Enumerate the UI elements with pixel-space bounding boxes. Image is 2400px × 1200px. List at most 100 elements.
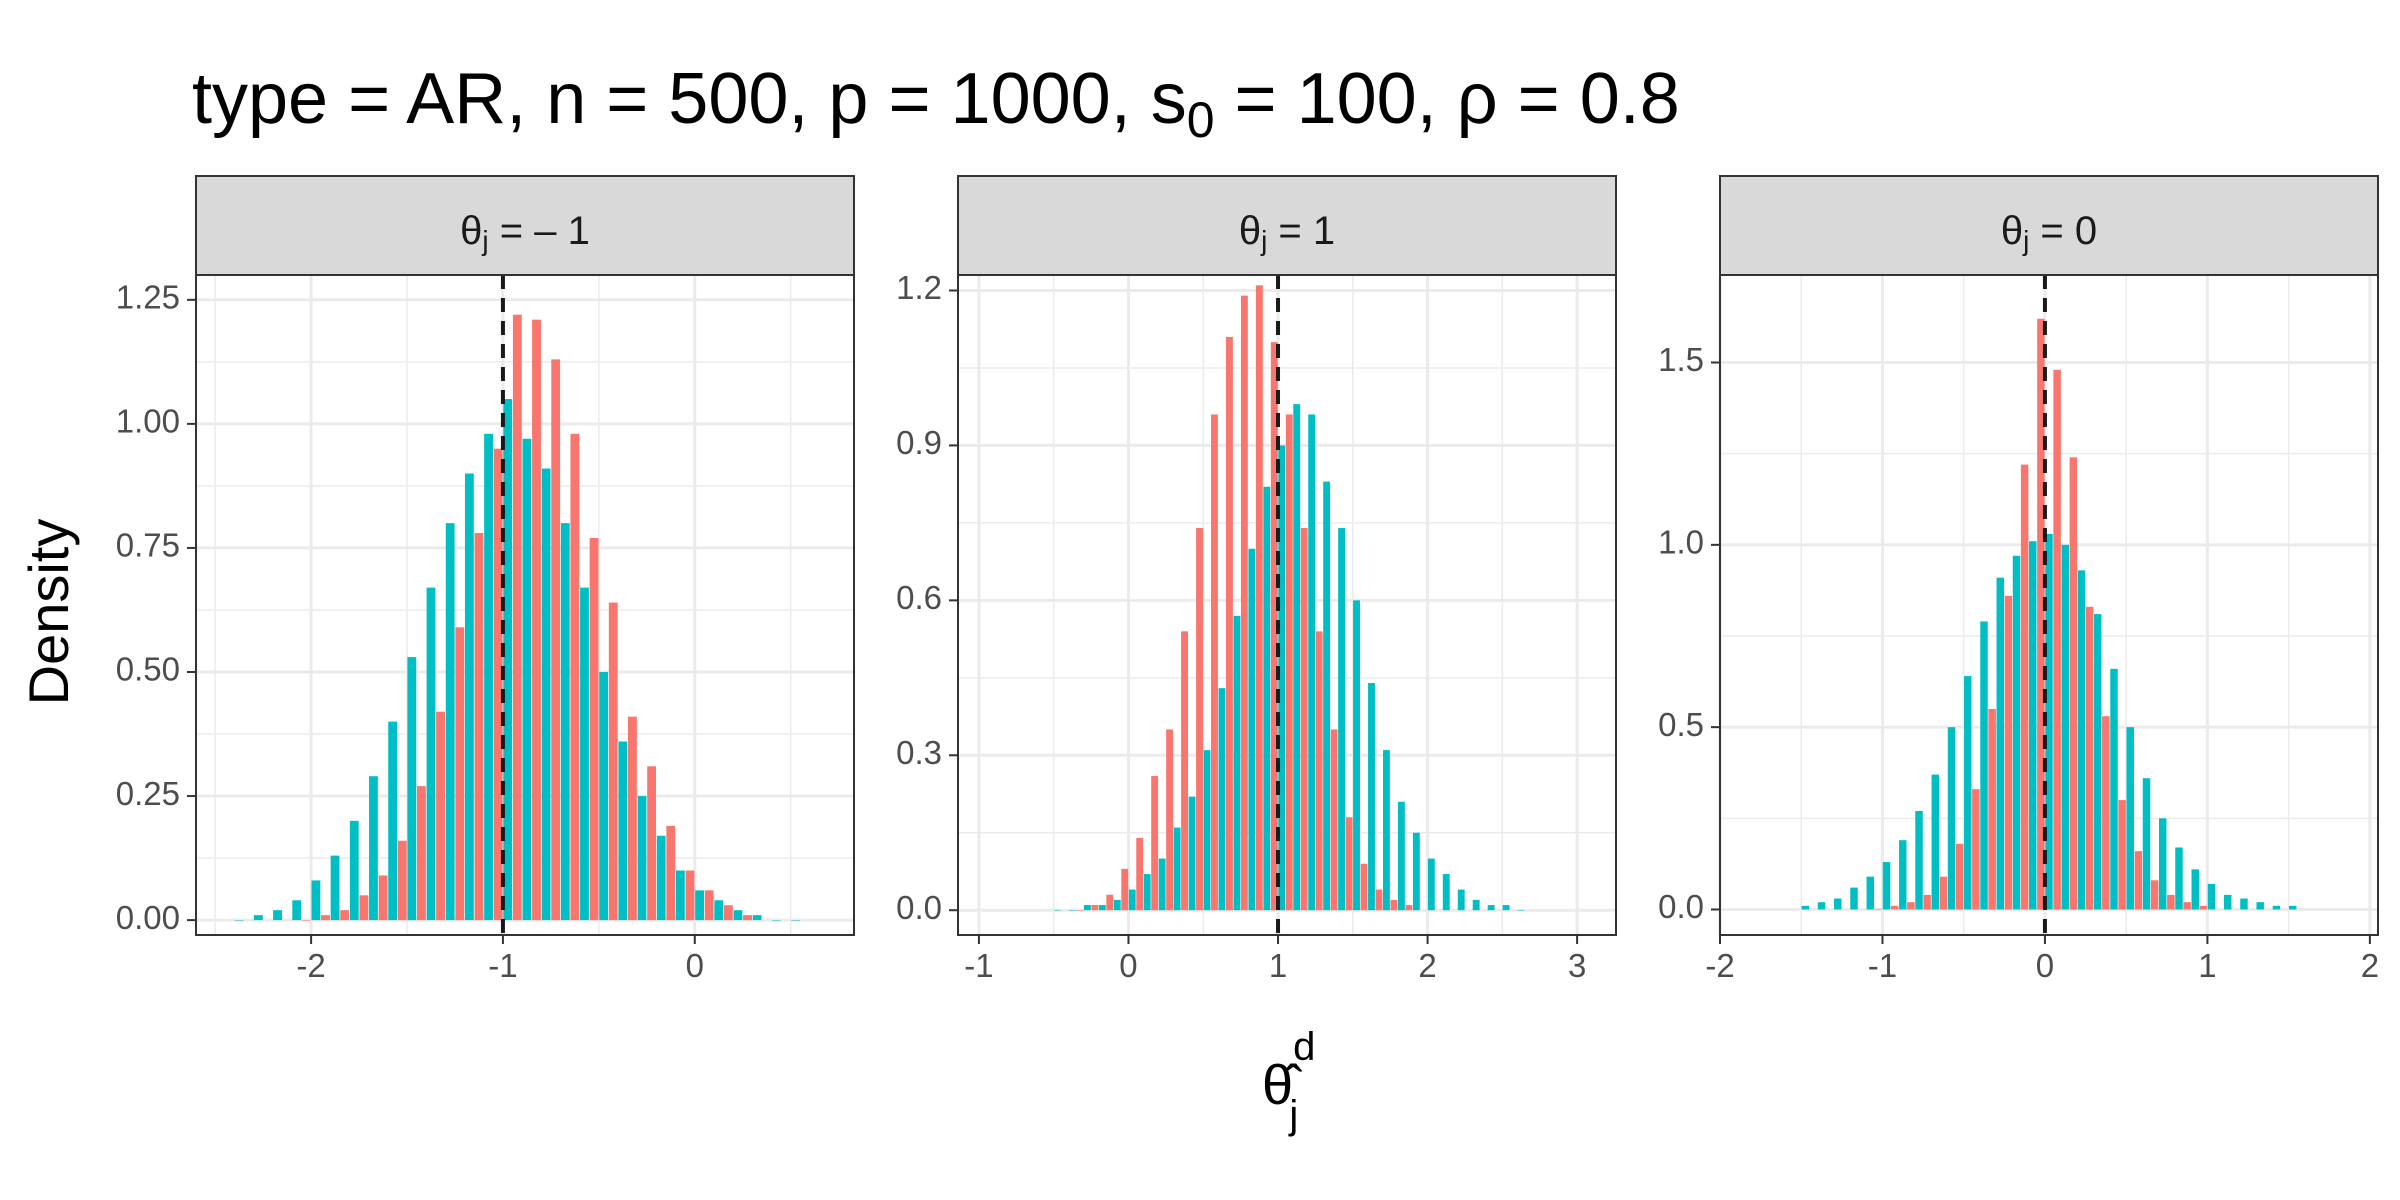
- x-tick-label: 1: [1269, 947, 1287, 984]
- histogram-bar: [685, 870, 695, 921]
- histogram-bar: [1091, 905, 1099, 911]
- histogram-bar: [253, 915, 263, 921]
- histogram-bar: [1412, 832, 1420, 911]
- y-tick-label: 0.0: [1658, 888, 1704, 925]
- facet-strip-label: θj = 0: [2001, 209, 2097, 257]
- facet-strip: [195, 175, 855, 276]
- histogram-bar: [1300, 528, 1308, 911]
- histogram-bar: [1947, 727, 1956, 910]
- histogram-bar: [1360, 863, 1368, 911]
- histogram-bar: [2288, 905, 2297, 910]
- x-tick-label: 0: [2036, 947, 2054, 984]
- histogram-bar: [1866, 876, 1875, 910]
- histogram-bar: [628, 716, 637, 921]
- histogram-bar: [743, 915, 752, 921]
- histogram-bar: [2118, 800, 2126, 910]
- panel-border: [195, 274, 855, 936]
- histogram-bar: [1874, 909, 1883, 910]
- histogram-bar: [608, 602, 618, 921]
- histogram-bar: [1907, 902, 1915, 910]
- histogram-bar: [397, 840, 407, 921]
- histogram-bar: [1248, 548, 1256, 911]
- histogram-bar: [1218, 688, 1226, 911]
- y-tick-label: 0.6: [896, 579, 942, 616]
- histogram-bar: [1203, 750, 1211, 911]
- histogram-bar: [340, 910, 350, 921]
- histogram-bar: [2061, 544, 2069, 910]
- histogram-bar: [1188, 796, 1196, 911]
- histogram-bar: [1817, 902, 1826, 910]
- facet-panel-2: θj = 1 0.0 0.3 0.6 0.9 1.2 -1 0 1 2 3: [896, 175, 1617, 984]
- histogram-bar: [2223, 894, 2232, 910]
- facet-panel-3: θj = 0 0.0 0.5 1.0 1.5 -2 -1 0 1 2: [1658, 175, 2379, 984]
- histogram-bar: [1502, 905, 1510, 911]
- histogram-bar: [1121, 868, 1129, 911]
- histogram-bar: [1988, 708, 1996, 910]
- histogram-bar: [474, 533, 484, 921]
- x-tick-label: 2: [1418, 947, 1436, 984]
- histogram-bar: [1106, 894, 1114, 911]
- histogram-bar: [1196, 528, 1203, 911]
- histogram-bar: [704, 890, 714, 921]
- histogram-bar: [330, 855, 340, 921]
- histogram-bar: [532, 319, 541, 921]
- histogram-bar: [752, 915, 762, 921]
- histogram-bar: [455, 627, 465, 921]
- histogram-bar: [1054, 910, 1061, 911]
- histogram-bar: [1211, 414, 1218, 911]
- histogram-bar: [1345, 817, 1353, 911]
- y-tick-label: 1.2: [896, 269, 942, 306]
- histogram-bar: [1383, 750, 1390, 911]
- histogram-bar: [1375, 889, 1383, 911]
- facet-strip-label: θj = 1: [1239, 209, 1335, 257]
- histogram-bar: [1255, 285, 1263, 911]
- x-tick-label: -1: [964, 947, 993, 984]
- histogram-bar: [2102, 716, 2110, 910]
- y-tick-label: 0.3: [896, 734, 942, 771]
- histogram-bar: [359, 895, 369, 921]
- y-tick-label: 0.00: [116, 899, 180, 936]
- histogram-bar: [2045, 533, 2053, 910]
- histogram-bar: [426, 587, 436, 921]
- histogram-bar: [1517, 910, 1525, 911]
- histogram-bar: [2110, 668, 2118, 910]
- histogram-bar: [1801, 905, 1810, 910]
- histogram-bar: [1472, 899, 1480, 911]
- y-tick-label: 0.9: [896, 424, 942, 461]
- y-tick-label: 0.5: [1658, 706, 1704, 743]
- histogram-bar: [1890, 905, 1899, 910]
- histogram-bar: [1076, 910, 1084, 911]
- histogram-bar: [2256, 902, 2264, 910]
- histogram-bar: [647, 766, 657, 921]
- histogram-bar: [2158, 818, 2167, 910]
- histogram-bar: [1173, 827, 1181, 911]
- histogram-bar: [1323, 481, 1331, 911]
- histogram-bar: [2029, 541, 2037, 910]
- histogram-bar: [1330, 729, 1338, 911]
- chart-title: type = AR, n = 500, p = 1000, s0 = 100, …: [192, 59, 1680, 148]
- histogram-bar: [723, 905, 733, 921]
- histogram-bar: [1964, 676, 1972, 910]
- histogram-bar: [1980, 621, 1988, 910]
- histogram-bar: [791, 920, 800, 921]
- histogram-bar: [2069, 457, 2078, 910]
- histogram-bar: [2199, 905, 2208, 910]
- histogram-bar: [1098, 905, 1106, 911]
- histogram-bar: [1397, 801, 1405, 911]
- histogram-bar: [1293, 404, 1301, 911]
- x-tick-label: -1: [1868, 947, 1897, 984]
- histogram-bar: [733, 910, 743, 921]
- histogram-bar: [551, 359, 561, 921]
- histogram-bar: [1923, 894, 1931, 910]
- histogram-bar: [541, 468, 551, 921]
- x-axis-title-subscript: j: [1288, 1093, 1298, 1137]
- y-tick-label: 1.0: [1658, 524, 1704, 561]
- histogram-bar: [1390, 899, 1398, 911]
- histogram-bar: [637, 796, 647, 921]
- histogram-bar: [599, 671, 609, 921]
- histogram-bar: [311, 880, 321, 921]
- histogram-bar: [1233, 615, 1241, 911]
- chart-title-subscript: 0: [1187, 92, 1215, 148]
- histogram-bar: [1263, 486, 1271, 911]
